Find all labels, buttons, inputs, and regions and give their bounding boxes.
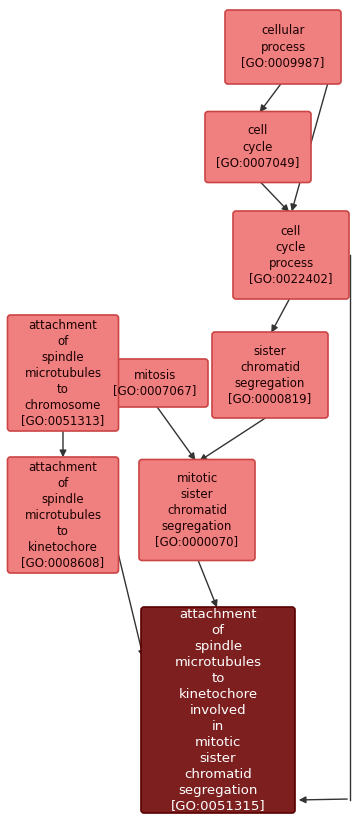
FancyBboxPatch shape bbox=[141, 607, 295, 813]
FancyBboxPatch shape bbox=[225, 10, 341, 84]
Text: sister
chromatid
segregation
[GO:0000819]: sister chromatid segregation [GO:0000819… bbox=[228, 344, 312, 406]
Text: cell
cycle
[GO:0007049]: cell cycle [GO:0007049] bbox=[216, 124, 300, 169]
Text: attachment
of
spindle
microtubules
to
kinetochore
[GO:0008608]: attachment of spindle microtubules to ki… bbox=[21, 461, 105, 569]
FancyBboxPatch shape bbox=[212, 332, 328, 418]
Text: cellular
process
[GO:0009987]: cellular process [GO:0009987] bbox=[241, 25, 325, 70]
FancyBboxPatch shape bbox=[205, 111, 311, 183]
FancyBboxPatch shape bbox=[7, 457, 119, 573]
Text: cell
cycle
process
[GO:0022402]: cell cycle process [GO:0022402] bbox=[249, 224, 333, 286]
FancyBboxPatch shape bbox=[7, 315, 119, 431]
Text: mitosis
[GO:0007067]: mitosis [GO:0007067] bbox=[113, 369, 197, 398]
FancyBboxPatch shape bbox=[139, 460, 255, 560]
Text: mitotic
sister
chromatid
segregation
[GO:0000070]: mitotic sister chromatid segregation [GO… bbox=[155, 471, 238, 549]
FancyBboxPatch shape bbox=[233, 211, 349, 299]
FancyBboxPatch shape bbox=[102, 359, 208, 407]
Text: attachment
of
spindle
microtubules
to
chromosome
[GO:0051313]: attachment of spindle microtubules to ch… bbox=[21, 319, 105, 427]
Text: attachment
of
spindle
microtubules
to
kinetochore
involved
in
mitotic
sister
chr: attachment of spindle microtubules to ki… bbox=[171, 608, 265, 813]
